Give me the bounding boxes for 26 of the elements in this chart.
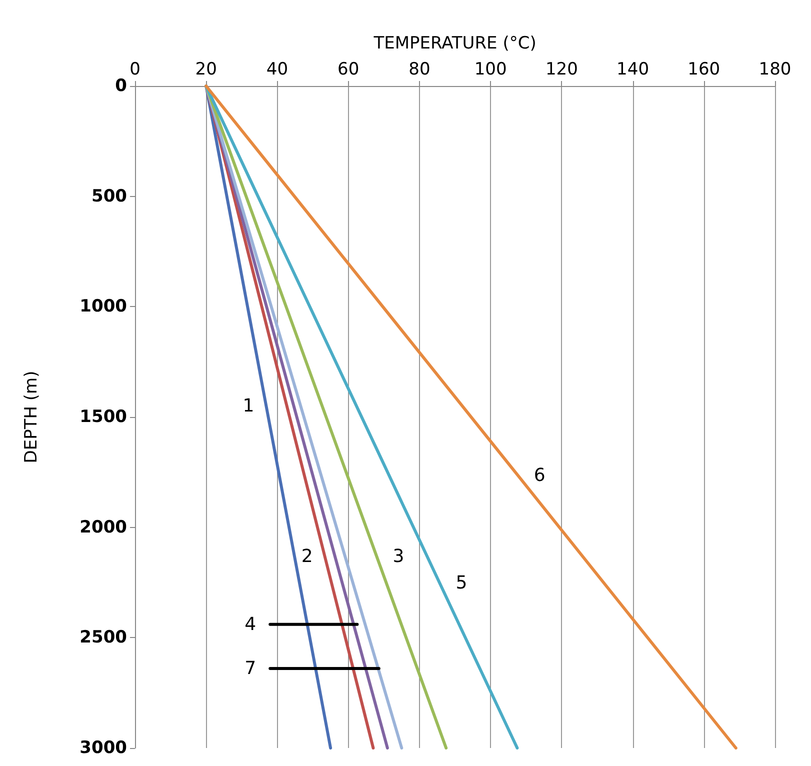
series-label: 3: [392, 546, 404, 568]
series-label: 7: [244, 658, 256, 680]
x-tick-label: 20: [195, 60, 217, 80]
x-tick-label: 0: [130, 60, 140, 80]
series-label: 5: [456, 572, 468, 594]
y-tick-label: 1000: [80, 296, 128, 317]
y-tick-label: 3000: [80, 738, 128, 758]
y-tick-label: 2500: [80, 628, 128, 648]
x-tick-label: 80: [408, 60, 430, 80]
y-axis-title: DEPTH (m): [22, 370, 42, 464]
y-tick-label: 2000: [80, 517, 128, 538]
series-label: 1: [242, 395, 254, 416]
series-label: 2: [301, 546, 313, 568]
x-tick-label: 140: [616, 60, 650, 80]
y-tick-label: 0: [115, 76, 128, 96]
y-tick-label: 500: [92, 186, 128, 206]
x-tick-label: 60: [338, 60, 360, 80]
x-axis-title: TEMPERATURE (°C): [372, 34, 536, 54]
x-tick-label: 120: [545, 60, 578, 80]
series-label: 6: [534, 464, 546, 486]
x-tick-label: 160: [688, 60, 720, 80]
x-tick-label: 100: [474, 60, 507, 80]
x-tick-label: 40: [266, 60, 288, 80]
x-tick-label: 180: [758, 60, 792, 80]
series-label: 4: [244, 614, 256, 635]
y-tick-label: 1500: [80, 407, 128, 427]
